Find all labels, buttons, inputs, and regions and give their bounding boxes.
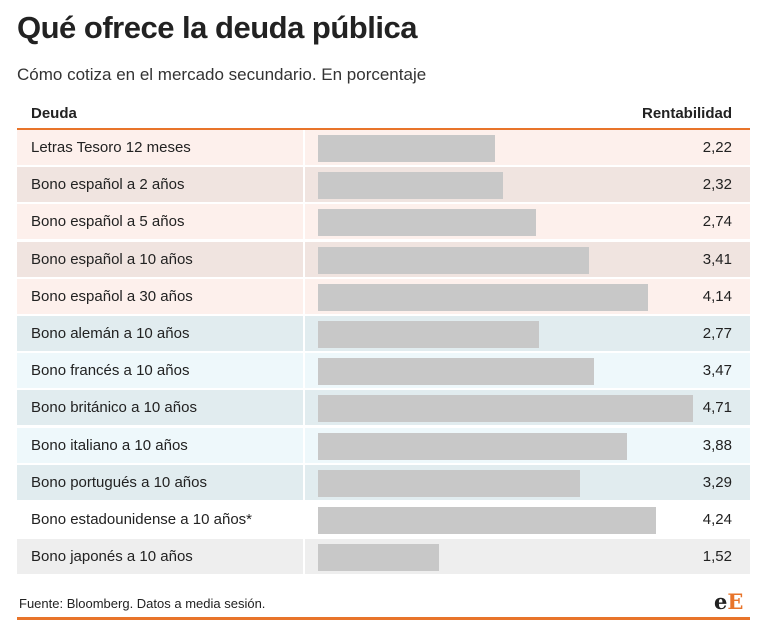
category-label: Bono español a 5 años: [17, 204, 303, 240]
bar: [318, 135, 495, 162]
category-label: Bono estadounidense a 10 años*: [17, 501, 303, 537]
table-row: Bono español a 30 años 4,14: [17, 278, 750, 316]
table-row: Bono italiano a 10 años 3,88: [17, 427, 750, 465]
bar: [318, 432, 627, 460]
bar: [318, 246, 590, 274]
bottom-rule: [17, 617, 750, 620]
bar-cell: 3,47: [305, 353, 750, 389]
column-header-deuda: Deuda: [31, 105, 77, 122]
table-row: Bono español a 10 años 3,41: [17, 241, 750, 279]
category-label: Bono alemán a 10 años: [17, 315, 303, 351]
bar-cell: 4,24: [305, 501, 750, 537]
category-label: Letras Tesoro 12 meses: [17, 130, 303, 165]
value-label: 2,74: [702, 213, 732, 231]
value-label: 3,88: [702, 436, 732, 454]
bar-cell: 3,29: [305, 464, 750, 500]
bar: [318, 172, 503, 200]
chart-title: Qué ofrece la deuda pública: [17, 10, 417, 45]
value-label: 3,41: [702, 250, 732, 268]
bar: [318, 469, 580, 497]
bar-cell: 4,14: [305, 278, 750, 314]
table-row: Bono portugués a 10 años 3,29: [17, 464, 750, 502]
value-label: 3,47: [702, 362, 732, 380]
category-label: Bono italiano a 10 años: [17, 427, 303, 463]
category-label: Bono británico a 10 años: [17, 390, 303, 426]
category-label: Bono español a 30 años: [17, 278, 303, 314]
category-label: Bono francés a 10 años: [17, 353, 303, 389]
value-label: 4,71: [702, 399, 732, 417]
bar: [318, 395, 693, 423]
value-label: 4,24: [702, 510, 732, 528]
bar: [318, 209, 537, 237]
bar-cell: 2,77: [305, 315, 750, 351]
bar-cell: 3,88: [305, 427, 750, 463]
table-row: Letras Tesoro 12 meses 2,22: [17, 130, 750, 167]
category-label: Bono español a 10 años: [17, 241, 303, 277]
table-row: Bono español a 5 años 2,74: [17, 204, 750, 241]
bar-cell: 2,22: [305, 130, 750, 165]
bar-rows: Letras Tesoro 12 meses 2,22 Bono español a…: [17, 130, 750, 576]
table-row: Bono francés a 10 años 3,47: [17, 353, 750, 390]
category-label: Bono portugués a 10 años: [17, 464, 303, 500]
bar: [318, 506, 656, 534]
table-header: Deuda Rentabilidad: [17, 100, 750, 130]
column-header-rentabilidad: Rentabilidad: [641, 105, 732, 122]
bar: [318, 320, 539, 348]
source-note: Fuente: Bloomberg. Datos a media sesión.: [19, 596, 266, 611]
table-row: Bono británico a 10 años 4,71: [17, 390, 750, 427]
bar-cell: 3,41: [305, 241, 750, 277]
table-row: Bono estadounidense a 10 años* 4,24: [17, 501, 750, 539]
table-row: Bono alemán a 10 años 2,77: [17, 315, 750, 353]
value-label: 2,22: [702, 139, 732, 156]
table-row: Bono japonés a 10 años 1,52: [17, 539, 750, 576]
bar: [318, 283, 648, 311]
publisher-logo: eE: [714, 589, 744, 614]
category-label: Bono japonés a 10 años: [17, 539, 303, 575]
bar-cell: 2,74: [305, 204, 750, 240]
bar-cell: 2,32: [305, 167, 750, 203]
bar: [318, 544, 440, 572]
value-label: 2,77: [702, 324, 732, 342]
category-label: Bono español a 2 años: [17, 167, 303, 203]
value-label: 2,32: [702, 176, 732, 194]
value-label: 1,52: [702, 548, 732, 566]
value-label: 3,29: [702, 473, 732, 491]
value-label: 4,14: [702, 287, 732, 305]
table-row: Bono español a 2 años 2,32: [17, 167, 750, 204]
chart-subtitle: Cómo cotiza en el mercado secundario. En…: [17, 65, 427, 84]
bar-cell: 1,52: [305, 539, 750, 575]
bar: [318, 358, 595, 386]
bar-cell: 4,71: [305, 390, 750, 426]
